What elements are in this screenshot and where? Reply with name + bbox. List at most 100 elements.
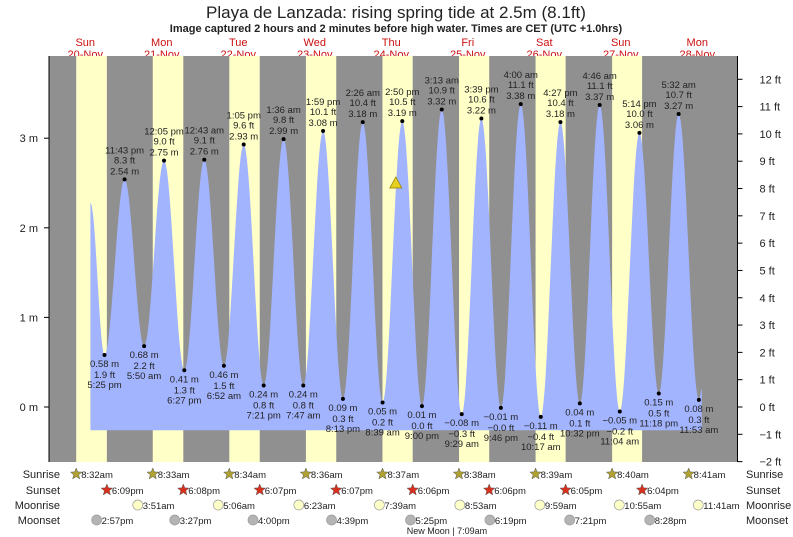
- sunrise-time: 8:41am: [694, 470, 726, 481]
- sunset-icon: [635, 483, 649, 496]
- high-tide-label-b: 10.6 ft: [468, 94, 495, 105]
- high-tide-point: [676, 112, 681, 117]
- left-axis-tick-label: 3 m: [20, 133, 38, 145]
- high-tide-label-b: 9.0 ft: [153, 137, 174, 148]
- high-tide-label-b: 11.1 ft: [508, 80, 534, 91]
- right-axis-tick-label: 8 ft: [760, 184, 775, 196]
- right-axis-tick-label: 5 ft: [760, 265, 775, 277]
- low-tide-label-a: −0.05 m: [602, 415, 637, 426]
- moonrise-row-label-left: Moonrise: [15, 500, 60, 512]
- low-tide-label-a: 0.41 m: [170, 374, 199, 385]
- moonrise-icon: [613, 499, 625, 511]
- low-tide-label-c: 11:53 am: [679, 425, 718, 436]
- low-tide-label-b: 0.3 ft: [332, 414, 353, 425]
- sunset-row-label-left: Sunset: [26, 485, 60, 497]
- high-tide-label-c: 3.18 m: [348, 109, 377, 120]
- low-tide-label-c: 9:00 pm: [405, 431, 439, 442]
- low-tide-point: [419, 404, 424, 409]
- high-tide-label-a: 4:46 am: [583, 71, 617, 82]
- moon-phase-label: New Moon | 7:09am: [407, 526, 487, 536]
- sunrise-icon: [605, 467, 619, 480]
- right-axis-tick-label: 10 ft: [760, 129, 781, 141]
- low-tide-label-a: 0.01 m: [407, 410, 436, 421]
- low-tide-label-c: 5:50 am: [127, 371, 161, 382]
- low-tide-point: [656, 391, 661, 396]
- sunset-row-label-right: Sunset: [746, 485, 780, 497]
- high-tide-label-c: 2.75 m: [149, 148, 178, 159]
- right-axis-tick-label: −2 ft: [760, 457, 782, 469]
- high-tide-label-a: 12:43 am: [184, 126, 224, 137]
- high-tide-label-c: 3.38 m: [506, 91, 535, 102]
- high-tide-label-c: 3.32 m: [427, 97, 456, 108]
- low-tide-label-a: 0.24 m: [249, 389, 278, 400]
- moonrise-icon: [212, 499, 224, 511]
- moonset-time: 5:25pm: [416, 516, 448, 527]
- moonrise-time: 3:51am: [143, 501, 175, 512]
- high-tide-label-a: 5:32 am: [661, 80, 695, 91]
- moonrise-time: 9:59am: [545, 501, 577, 512]
- sunset-time: 6:09pm: [112, 486, 144, 497]
- high-tide-label-c: 3.08 m: [309, 118, 338, 129]
- sunrise-icon: [376, 467, 389, 480]
- low-tide-label-b: 0.1 ft: [569, 418, 590, 429]
- right-axis-tick-label: 0 ft: [760, 402, 775, 414]
- moonset-time: 3:27pm: [180, 516, 212, 527]
- low-tide-point: [261, 383, 266, 388]
- moonrise-row-label-right: Moonrise: [746, 500, 791, 512]
- high-tide-point: [122, 177, 127, 182]
- moonrise-time: 8:53am: [465, 501, 497, 512]
- sunrise-time: 8:36am: [311, 470, 343, 481]
- moonset-row-label-right: Moonset: [746, 515, 788, 527]
- low-tide-label-a: 0.68 m: [130, 350, 159, 361]
- right-axis-tick-label: 6 ft: [760, 238, 775, 250]
- tide-area: [90, 104, 702, 431]
- high-tide-label-a: 4:00 am: [504, 70, 538, 81]
- high-tide-point: [321, 129, 326, 134]
- day-label-weekday: Sun: [75, 37, 95, 49]
- right-axis-tick-label: 1 ft: [760, 375, 775, 387]
- right-axis-tick-label: 2 ft: [760, 347, 775, 359]
- moonset-time: 6:19pm: [495, 516, 527, 527]
- low-tide-point: [577, 401, 582, 406]
- low-tide-label-c: 6:52 am: [207, 391, 241, 402]
- sunrise-time: 8:40am: [617, 470, 649, 481]
- moonset-icon: [484, 514, 496, 526]
- right-axis-tick-label: 7 ft: [760, 211, 775, 223]
- moonrise-icon: [534, 499, 546, 511]
- low-tide-label-b: 1.3 ft: [174, 385, 195, 396]
- moonset-icon: [247, 514, 259, 526]
- sunrise-row-label-left: Sunrise: [23, 469, 60, 481]
- sunrise-icon: [146, 467, 160, 480]
- moonrise-time: 7:39am: [384, 501, 416, 512]
- day-label-weekday: Sat: [536, 37, 553, 49]
- high-tide-label-a: 12:05 pm: [144, 127, 184, 138]
- low-tide-label-c: 11:18 pm: [639, 419, 678, 430]
- high-tide-point: [241, 142, 246, 147]
- moonset-time: 7:21pm: [575, 516, 607, 527]
- moonset-icon: [169, 514, 181, 526]
- moonset-row-label-left: Moonset: [18, 515, 60, 527]
- high-tide-label-c: 3.27 m: [664, 101, 693, 112]
- sunset-time: 6:07pm: [265, 486, 297, 497]
- left-axis-tick-label: 0 m: [20, 402, 38, 414]
- high-tide-point: [400, 119, 405, 124]
- moonset-icon: [405, 514, 416, 526]
- high-tide-label-c: 2.99 m: [269, 126, 298, 137]
- current-tide-marker-icon: [389, 176, 403, 189]
- high-tide-label-b: 9.8 ft: [273, 115, 294, 126]
- sunset-time: 6:06pm: [494, 486, 526, 497]
- high-tide-label-b: 10.7 ft: [665, 90, 692, 101]
- high-tide-label-c: 3.06 m: [625, 120, 654, 131]
- low-tide-label-c: 9:29 am: [445, 439, 479, 450]
- moonset-time: 4:39pm: [337, 516, 369, 527]
- low-tide-label-c: 10:17 am: [521, 442, 561, 453]
- low-tide-label-a: 0.46 m: [209, 370, 238, 381]
- sunrise-time: 8:37am: [387, 470, 419, 481]
- right-axis-tick-label: 11 ft: [760, 102, 781, 114]
- low-tide-label-b: −0.3 ft: [448, 429, 475, 440]
- sunrise-icon: [222, 467, 236, 480]
- high-tide-label-a: 2:50 pm: [385, 87, 419, 98]
- moonrise-icon: [374, 499, 385, 511]
- low-tide-point: [617, 409, 622, 414]
